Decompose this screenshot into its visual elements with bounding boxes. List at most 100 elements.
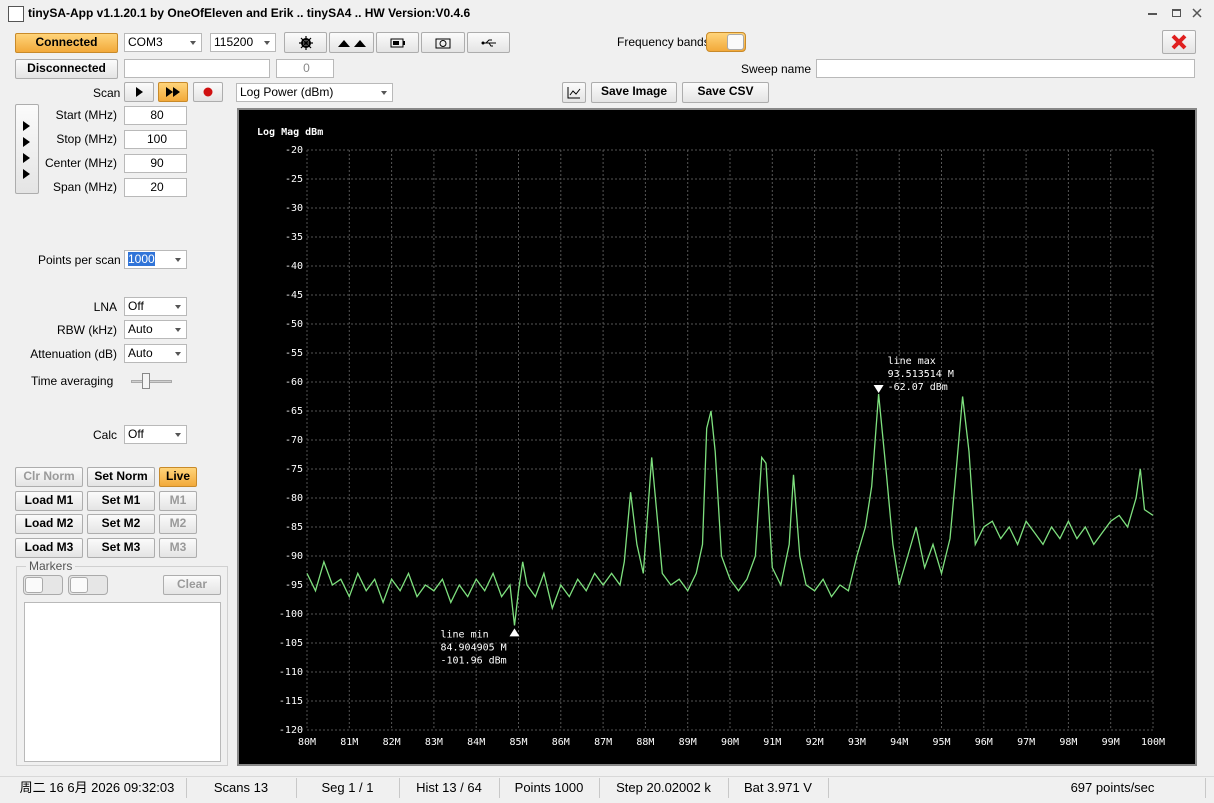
x-tick-label: 91M <box>763 737 781 748</box>
status-bar <box>0 776 1214 803</box>
save-csv-button[interactable]: Save CSV <box>682 82 769 103</box>
time-averaging-label: Time averaging <box>31 374 114 388</box>
y-tick-label: -40 <box>285 261 303 272</box>
field-input[interactable]: 100 <box>124 130 187 149</box>
status-item: Points 1000 <box>499 778 600 798</box>
annotation-text: 93.513514 M <box>888 369 954 380</box>
setting-select[interactable]: Off <box>124 297 187 316</box>
field-input[interactable]: 20 <box>124 178 187 197</box>
mode-select[interactable]: Log Power (dBm) <box>236 83 393 102</box>
status-item: 周二 16 6月 2026 09:32:03 <box>8 778 187 798</box>
panel-button[interactable]: Load M3 <box>15 538 83 559</box>
disconnected-button[interactable]: Disconnected <box>15 59 118 79</box>
panel-button[interactable]: Set M3 <box>87 538 155 559</box>
status-item: Hist 13 / 64 <box>399 778 500 798</box>
panel-button[interactable]: Set Norm <box>87 467 155 487</box>
points-select[interactable]: 1000 <box>124 250 187 269</box>
x-tick-label: 86M <box>552 737 570 748</box>
points-value: 1000 <box>128 252 155 266</box>
sweep-name-field[interactable] <box>816 59 1195 78</box>
x-tick-label: 99M <box>1102 737 1120 748</box>
panel-button[interactable]: M2 <box>159 514 197 535</box>
panel-button[interactable]: Clr Norm <box>15 467 83 487</box>
status-item: 697 points/sec <box>1020 778 1206 798</box>
clear-button[interactable]: Clear <box>163 575 221 595</box>
y-tick-label: -20 <box>285 145 303 156</box>
app-icon <box>8 6 24 22</box>
field-label: Stop (MHz) <box>56 132 117 146</box>
usb-button[interactable] <box>467 32 510 53</box>
single-scan-button[interactable] <box>124 82 154 102</box>
panel-button[interactable]: Set M1 <box>87 490 155 511</box>
marker-triangle <box>873 385 884 394</box>
frequency-bands-toggle[interactable] <box>706 32 746 52</box>
title-bar: tinySA-App v1.1.20.1 by OneOfEleven and … <box>0 0 1214 28</box>
marker-toggle[interactable] <box>68 575 108 595</box>
x-tick-label: 90M <box>721 737 739 748</box>
field-input[interactable]: 90 <box>124 154 187 173</box>
expand-panel-button[interactable] <box>15 104 39 194</box>
y-tick-label: -55 <box>285 348 303 359</box>
maximize-button[interactable] <box>1172 9 1181 17</box>
close-button[interactable] <box>1162 30 1196 54</box>
battery-button[interactable] <box>376 32 419 53</box>
y-tick-label: -35 <box>285 232 303 243</box>
window-title: tinySA-App v1.1.20.1 by OneOfEleven and … <box>28 6 471 20</box>
x-tick-label: 94M <box>890 737 908 748</box>
marker-toggle[interactable] <box>23 575 63 595</box>
x-tick-label: 81M <box>340 737 358 748</box>
points-label: Points per scan <box>38 253 121 267</box>
panel-button[interactable]: Set M2 <box>87 514 155 535</box>
setting-select[interactable]: Auto <box>124 344 187 363</box>
field-label: Center (MHz) <box>44 156 117 170</box>
continuous-scan-button[interactable] <box>158 82 188 102</box>
annotation-text: line max <box>888 356 936 367</box>
y-axis-label: Log Mag dBm <box>257 127 323 138</box>
chart-button[interactable] <box>562 82 586 103</box>
y-tick-label: -70 <box>285 435 303 446</box>
setting-label: Attenuation (dB) <box>30 347 117 361</box>
x-tick-label: 80M <box>298 737 316 748</box>
y-tick-label: -75 <box>285 464 303 475</box>
port-select[interactable]: COM3 <box>124 33 202 52</box>
y-tick-label: -45 <box>285 290 303 301</box>
setting-label: LNA <box>93 300 117 314</box>
calc-label: Calc <box>92 428 117 442</box>
calc-select[interactable]: Off <box>124 425 187 444</box>
setting-label: RBW (kHz) <box>57 323 117 337</box>
y-tick-label: -110 <box>279 667 303 678</box>
panel-button[interactable]: Load M2 <box>15 514 83 535</box>
status-item: Scans 13 <box>186 778 297 798</box>
y-tick-label: -90 <box>285 551 303 562</box>
y-tick-label: -80 <box>285 493 303 504</box>
y-tick-label: -85 <box>285 522 303 533</box>
setting-select[interactable]: Auto <box>124 320 187 339</box>
y-tick-label: -105 <box>279 638 303 649</box>
panel-button[interactable]: M1 <box>159 490 197 511</box>
y-tick-label: -60 <box>285 377 303 388</box>
connected-button[interactable]: Connected <box>15 33 118 53</box>
slider-thumb[interactable] <box>142 373 150 389</box>
annotation-text: -101.96 dBm <box>440 655 506 666</box>
time-averaging-slider[interactable] <box>131 380 172 383</box>
x-tick-label: 84M <box>467 737 485 748</box>
panel-button[interactable]: M3 <box>159 538 197 559</box>
camera-button[interactable] <box>421 32 465 53</box>
panel-button[interactable]: Load M1 <box>15 490 83 511</box>
close-window-button[interactable] <box>1192 8 1202 18</box>
markers-list[interactable] <box>24 602 221 762</box>
frequency-bands-label: Frequency bands <box>617 35 710 49</box>
x-tick-label: 92M <box>806 737 824 748</box>
record-button[interactable] <box>193 82 223 102</box>
field-label: Start (MHz) <box>55 108 117 122</box>
minimize-button[interactable] <box>1148 13 1157 15</box>
y-tick-label: -30 <box>285 203 303 214</box>
baud-select[interactable]: 115200 <box>210 33 276 52</box>
annotation-text: 84.904905 M <box>440 642 506 653</box>
settings-button[interactable] <box>284 32 327 53</box>
up-button[interactable] <box>329 32 374 53</box>
text-field[interactable] <box>124 59 270 78</box>
save-image-button[interactable]: Save Image <box>591 82 677 103</box>
field-input[interactable]: 80 <box>124 106 187 125</box>
panel-button[interactable]: Live <box>159 467 197 487</box>
